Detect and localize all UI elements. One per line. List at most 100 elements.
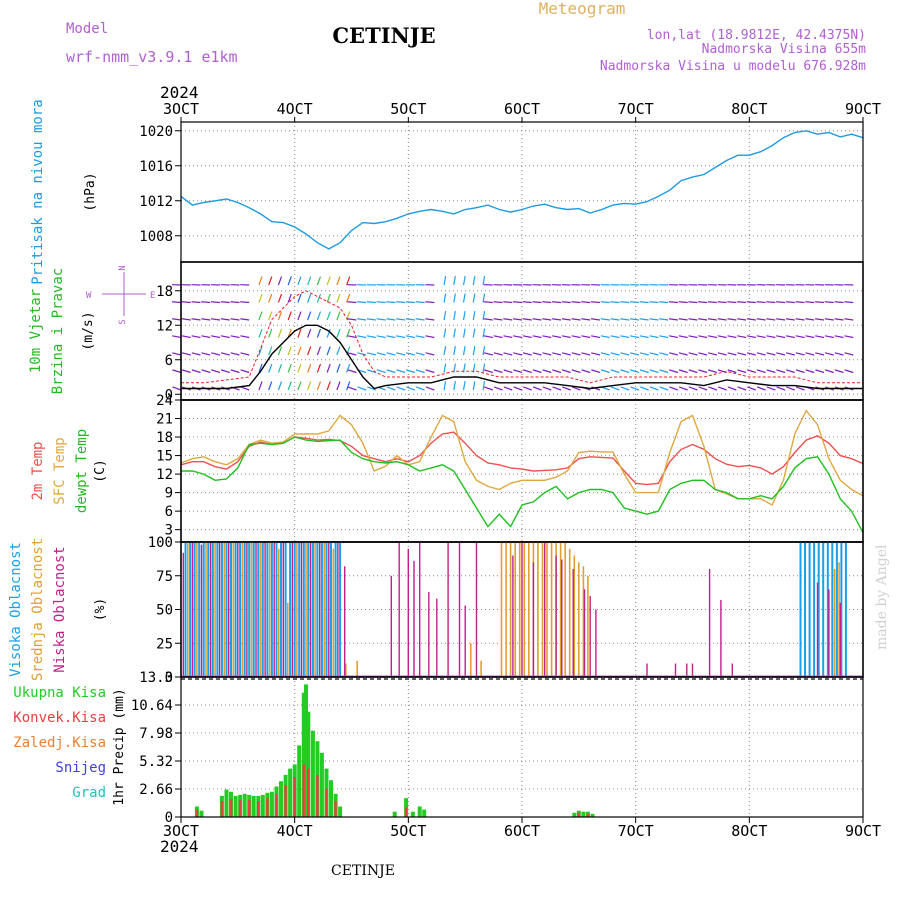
wind-arrow: [287, 363, 292, 373]
x-tick-top-5OCT: 5OCT: [390, 100, 426, 118]
precip-legend-2: Zaledj.Kisa: [13, 735, 106, 751]
wind-arrow: [639, 386, 649, 391]
bar-visoka-oblacnost: [799, 542, 802, 677]
wind-arrow: [513, 335, 523, 339]
wind-arrow: [443, 293, 447, 303]
bar-niska-oblacnost: [200, 544, 203, 677]
y-tick-label: 5.32: [139, 754, 173, 770]
bar-srednja-oblacnost: [356, 660, 358, 677]
wind-arrow: [834, 301, 844, 304]
wind-arrow: [386, 301, 396, 304]
bar-niska-oblacnost: [674, 663, 677, 677]
wind-arrow: [482, 293, 486, 303]
bar-srednja-oblacnost: [214, 542, 216, 677]
wind-arrow: [201, 301, 211, 304]
wind-arrow: [405, 318, 415, 321]
bar-srednja-oblacnost: [278, 548, 280, 678]
compass-s: S: [118, 319, 128, 324]
bar-visoka-oblacnost: [813, 542, 816, 677]
bar-visoka-oblacnost: [302, 542, 305, 677]
wind-arrow: [834, 335, 844, 339]
bar-visoka-oblacnost: [325, 542, 328, 677]
wind-arrow: [443, 346, 447, 356]
bar-visoka-oblacnost: [270, 542, 273, 677]
wind-arrow: [639, 335, 649, 339]
wind-arrow: [727, 369, 737, 374]
wind-arrow: [230, 318, 240, 321]
bar-srednja-oblacnost: [578, 562, 580, 678]
bar-konvek-kisa: [325, 788, 328, 817]
wind-arrow: [805, 369, 815, 374]
wind-arrow: [707, 335, 717, 339]
wind-arrow: [462, 276, 466, 286]
bar-visoka-oblacnost: [822, 542, 825, 677]
wind-arrow: [688, 369, 698, 374]
bar-srednja-oblacnost: [296, 542, 298, 677]
y-tick-label: 0: [165, 387, 173, 403]
wind-arrow: [571, 352, 581, 356]
bar-srednja-oblacnost: [241, 542, 244, 677]
wind-arrow: [717, 352, 727, 356]
wind-arrow: [552, 352, 562, 356]
bar-visoka-oblacnost: [252, 542, 255, 677]
wind-arrow: [542, 335, 552, 339]
wind-arrow: [316, 311, 322, 321]
wind-arrow: [620, 369, 630, 374]
bar-visoka-oblacnost: [826, 542, 829, 677]
wind-arrow: [425, 369, 435, 374]
wind-arrow: [240, 386, 250, 391]
bar-srednja-oblacnost: [196, 542, 198, 677]
wind-arrow: [532, 301, 542, 304]
wind-arrow: [532, 369, 542, 374]
wind-arrow: [747, 369, 757, 374]
wind-arrow: [503, 352, 513, 356]
wind-arrow: [191, 369, 201, 374]
bar-srednja-oblacnost: [509, 542, 512, 677]
y-tick-label: 1020: [139, 124, 173, 140]
wind-arrow: [590, 335, 601, 339]
bar-visoka-oblacnost: [202, 542, 205, 677]
bar-visoka-oblacnost: [817, 542, 820, 677]
wind-arrow: [396, 369, 406, 374]
wind-arrow: [668, 318, 678, 321]
wind-arrow: [268, 276, 273, 286]
wind-arrow: [707, 352, 718, 356]
wind-arrow: [571, 386, 581, 391]
wind-arrow: [649, 386, 659, 391]
wind-arrow: [688, 318, 698, 321]
wind-arrow: [503, 318, 513, 321]
wind-arrow: [698, 335, 708, 339]
bar-niska-oblacnost: [589, 596, 591, 677]
wind-arrow: [172, 369, 182, 374]
wind-arrow: [277, 293, 283, 303]
wind-arrow: [620, 386, 630, 391]
year-label-top: 2024: [160, 83, 199, 102]
wind-arrow: [396, 386, 406, 391]
bar-visoka-oblacnost: [257, 542, 260, 677]
compass-e: E: [150, 291, 155, 301]
wind-arrow: [181, 369, 191, 374]
wind-arrow: [639, 352, 649, 356]
wind-arrow: [756, 301, 766, 304]
wind-arrow: [287, 381, 292, 391]
bar-visoka-oblacnost: [261, 542, 264, 677]
wind-arrow: [462, 381, 466, 391]
bar-konvek-kisa: [275, 793, 278, 817]
wind-arrow: [737, 369, 747, 374]
wind-arrow: [620, 318, 630, 321]
bar-visoka-oblacnost: [266, 542, 269, 677]
bar-visoka-oblacnost: [808, 542, 811, 677]
wind-arrow: [347, 301, 357, 304]
wind-arrow: [326, 363, 331, 373]
y-tick-label: 1008: [139, 229, 173, 245]
wind-arrow: [747, 386, 757, 391]
wind-arrow: [600, 352, 610, 356]
wind-arrow: [785, 335, 795, 339]
wind-arrow: [785, 301, 795, 304]
wind-arrow: [357, 386, 367, 391]
bar-niska-oblacnost: [273, 542, 275, 677]
wind-arrow: [542, 369, 552, 374]
wind-arrow: [316, 363, 322, 373]
wind-arrow: [795, 301, 805, 304]
wind-arrow: [552, 335, 562, 339]
